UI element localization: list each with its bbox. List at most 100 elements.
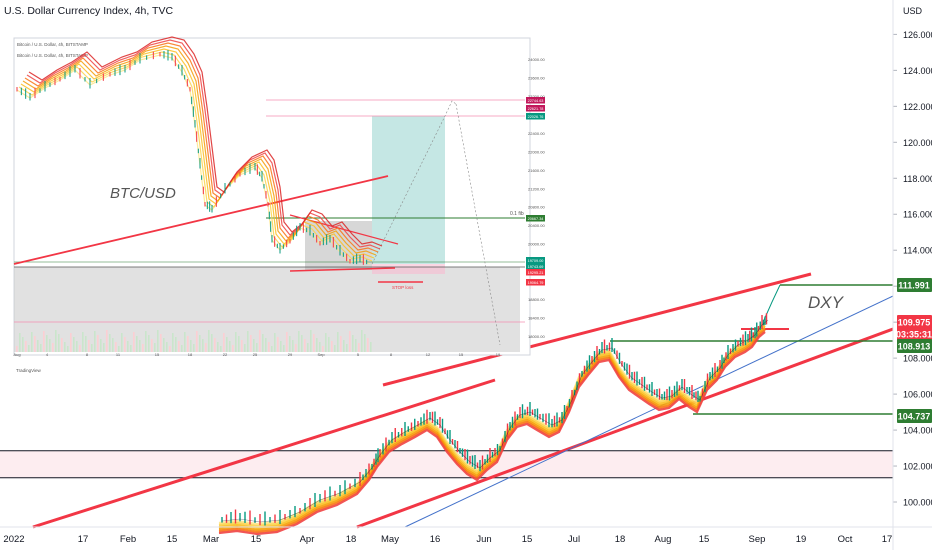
inset-volume-bar [292, 340, 294, 352]
inset-y-tick: 20800.00 [528, 205, 545, 210]
inset-volume-bar [346, 344, 348, 352]
inset-volume-bar [310, 330, 312, 352]
inset-volume-bar [43, 331, 45, 352]
inset-price-tag-bg [526, 279, 545, 286]
y-tick-label: 124.000 [903, 66, 932, 76]
inset-volume-bar [100, 339, 102, 352]
inset-price-tag-bg [526, 97, 545, 104]
inset-attribution: TradingView [16, 368, 42, 373]
price-tag-label: 108.913 [898, 342, 931, 352]
y-tick-label: 126.000 [903, 30, 932, 40]
inset-volume-bar [313, 334, 315, 352]
inset-volume-bar [190, 340, 192, 352]
inset-volume-bar [355, 339, 357, 352]
inset-x-tick: Aug [13, 352, 20, 357]
inset-x-tick: 18 [188, 352, 193, 357]
inset-volume-bar [274, 333, 276, 352]
inset-volume-bar [85, 336, 87, 352]
inset-price-tag: 20667.34 [528, 217, 544, 221]
inset-volume-bar [286, 332, 288, 352]
inset-volume-bar [307, 343, 309, 352]
inset-volume-bar [283, 345, 285, 352]
inset-volume-bar [211, 334, 213, 352]
inset-volume-bar [31, 332, 33, 352]
inset-volume-bar [25, 341, 27, 352]
inset-ribbon-band [24, 42, 379, 253]
inset-volume-bar [49, 339, 51, 352]
inset-volume-bar [40, 344, 42, 352]
inset-volume-bar [19, 333, 21, 352]
inset-volume-bar [235, 332, 237, 352]
inset-volume-bar [205, 343, 207, 352]
y-tick-label: 102.000 [903, 462, 932, 472]
x-tick-label: Feb [120, 534, 136, 545]
inset-volume-bar [271, 346, 273, 352]
inset-volume-bar [316, 338, 318, 352]
x-tick-label: 16 [430, 534, 441, 545]
ribbon-band [218, 331, 766, 536]
x-tick-label: 18 [346, 534, 357, 545]
x-tick-label: Jun [476, 534, 491, 545]
y-tick-label: 114.000 [903, 246, 932, 256]
inset-volume-bar [172, 333, 174, 352]
inset-volume-bar [367, 338, 369, 352]
inset-y-tick: 20400.00 [528, 223, 545, 228]
inset-x-tick: 15 [155, 352, 160, 357]
inset-volume-bar [343, 340, 345, 352]
inset-y-tick: 21200.00 [528, 186, 545, 191]
inset-volume-bar [34, 336, 36, 352]
inset-x-tick: 8 [390, 352, 393, 357]
currency-label: USD [903, 6, 923, 16]
inset-volume-bar [361, 330, 363, 352]
inset-volume-bar [112, 338, 114, 352]
inset-volume-bar [277, 337, 279, 352]
x-tick-label: 2022 [3, 534, 24, 545]
ribbon-band [218, 329, 766, 534]
y-tick-label: 104.000 [903, 426, 932, 436]
x-tick-label: Sep [749, 534, 766, 545]
inset-volume-bar [220, 346, 222, 352]
channel-upper [382, 272, 812, 387]
y-tick-label: 100.000 [903, 498, 932, 508]
inset-volume-bar [268, 342, 270, 352]
inset-y-tick: 23600.00 [528, 76, 545, 81]
inset-volume-bar [76, 341, 78, 352]
inset-volume-bar [160, 334, 162, 352]
inset-trend-up [13, 175, 389, 265]
price-tag-bg [897, 409, 932, 423]
price-tag-bg [897, 278, 932, 292]
btc-label: BTC/USD [110, 185, 176, 202]
btc-inset-chart[interactable]: Bitcoin / U.S. Dollar, 4h, BITSTAMP Bitco… [13, 36, 545, 373]
x-tick-label: Oct [838, 534, 853, 545]
inset-volume-bar [22, 337, 24, 352]
inset-volume-bar [328, 337, 330, 352]
price-axis[interactable]: 126.000 124.000 122.000 120.000 118.000 116.0… [892, 0, 932, 550]
inset-volume-bar [16, 346, 18, 352]
inset-volume-bar [241, 340, 243, 352]
inset-volume-bar [118, 346, 120, 352]
inset-header: Bitcoin / U.S. Dollar, 4h, BITSTAMP [17, 42, 88, 47]
price-tag-bg [897, 339, 932, 353]
x-tick-label: Jul [568, 534, 580, 545]
inset-volume-bar [259, 330, 261, 352]
inset-y-tick: 20000.00 [528, 242, 545, 247]
x-tick-label: 19 [796, 534, 807, 545]
inset-volume-bar [52, 343, 54, 352]
inset-volume-bar [247, 331, 249, 352]
inset-volume-bar [166, 342, 168, 352]
inset-ribbon-band [18, 51, 373, 262]
inset-price-tag-bg [526, 269, 545, 276]
inset-volume-bar [115, 342, 117, 352]
inset-volume-bar [139, 340, 141, 352]
inset-price-tag: 22744.63 [528, 99, 544, 103]
inset-volume-bar [214, 338, 216, 352]
inset-x-tick: 25 [253, 352, 258, 357]
inset-ribbon-band [26, 39, 381, 250]
inset-volume-bar [142, 344, 144, 352]
time-axis[interactable]: 2022 17 Feb 15 Mar 15 Apr 18 May 16 Jun 15 Jul 18 Aug 1… [0, 526, 932, 545]
inset-volume-bar [184, 332, 186, 352]
inset-volume-bar [175, 337, 177, 352]
inset-price-tag-bg [526, 263, 545, 270]
